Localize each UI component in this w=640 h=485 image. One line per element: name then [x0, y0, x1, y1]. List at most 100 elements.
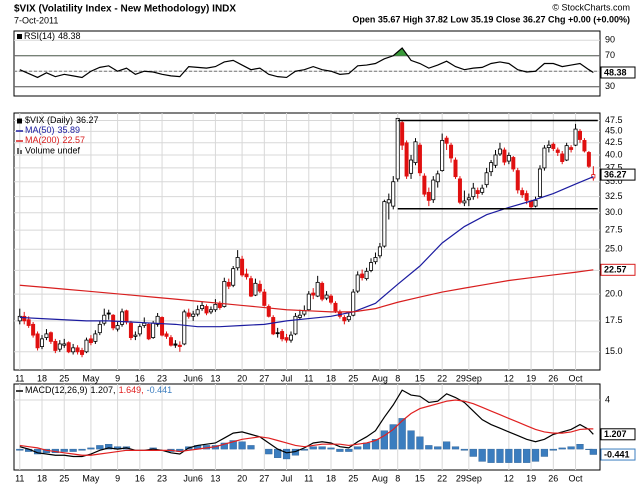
candle-body [66, 342, 71, 353]
candle-body [44, 333, 49, 339]
last-value-box [600, 428, 636, 441]
candle-body [182, 311, 187, 345]
y-tick-label: 27.5 [605, 225, 623, 235]
x-tick-label: 12 [504, 373, 514, 383]
candle-body [533, 199, 538, 207]
candle-body [480, 187, 485, 193]
x-tick-label: 26 [548, 373, 558, 383]
panel-plot [14, 113, 600, 370]
candle-body [208, 309, 213, 313]
y-tick-label: 30 [605, 81, 615, 91]
x-tick-label: 18 [326, 373, 336, 383]
candle-body [71, 347, 76, 353]
candle-body [120, 311, 125, 325]
histogram-bar [265, 448, 273, 455]
candle-body [226, 281, 231, 287]
candle-body [124, 310, 129, 323]
y-tick-label: 70 [605, 50, 615, 60]
histogram-bar [434, 446, 442, 450]
histogram-bar [327, 447, 335, 450]
x-tick-label: 29Sep [456, 473, 482, 483]
candle-body [497, 148, 502, 155]
candle-body [80, 350, 85, 355]
legend-entry-part: RSI(14) [24, 31, 55, 41]
x-tick-label: Oct [569, 473, 584, 483]
candle-body [582, 140, 587, 152]
candle-body [57, 343, 62, 350]
x-tick-label: 13 [210, 473, 220, 483]
histogram-bar [505, 448, 513, 463]
candle-body [186, 312, 191, 317]
macd-line [19, 399, 594, 456]
histogram-bar [531, 448, 540, 462]
x-tick-label: 26 [548, 473, 558, 483]
x-tick-label: 18 [326, 473, 336, 483]
candle-body [586, 152, 591, 167]
x-tick-label: 27 [259, 373, 269, 383]
candle-body [329, 295, 334, 303]
y-tick-label: 30.0 [605, 207, 623, 217]
legend-entry-part: 1.207, [91, 385, 116, 395]
x-tick-label: Jul [281, 473, 293, 483]
candle-body [324, 294, 329, 299]
y-tick-label: 47.5 [605, 115, 623, 125]
candle-body [315, 281, 320, 297]
histogram-bar [354, 446, 362, 450]
x-tick-label: 25 [59, 473, 69, 483]
candle-body [213, 303, 218, 311]
histogram-bar [496, 448, 504, 463]
candle-body [280, 331, 285, 340]
x-tick-label: 11 [15, 473, 24, 483]
candle-body [155, 315, 160, 325]
x-tick-label: 18 [37, 373, 47, 383]
x-tick-label: 23 [157, 473, 167, 483]
y-tick-label: 4 [605, 394, 610, 404]
histogram-bar [336, 448, 344, 452]
legend-swatch [20, 150, 22, 154]
x-tick-label: May [82, 373, 100, 383]
panel-plot [14, 39, 600, 88]
candle-body [426, 191, 431, 201]
candle-body [284, 337, 289, 341]
chart-date: 7-Oct-2011 [14, 15, 58, 25]
candle-body [351, 291, 356, 316]
candle-body [191, 313, 196, 317]
last-value-box [600, 448, 636, 461]
x-tick-label: 20 [237, 473, 247, 483]
candle-body [311, 292, 316, 296]
y-tick-label: 35.0 [605, 176, 623, 186]
candle-body [275, 332, 280, 335]
legend-entry-part: $VIX (Daily) [25, 115, 73, 125]
y-tick-label: 25.0 [605, 244, 623, 254]
candle-body [475, 190, 480, 194]
histogram-bar [416, 436, 424, 450]
candle-body [88, 338, 93, 344]
candle-body [373, 257, 378, 263]
candle-body [400, 122, 405, 146]
x-tick-label: Aug [372, 373, 388, 383]
candle-body [413, 141, 418, 164]
candle-body [293, 315, 298, 335]
legend-entry-part: 22.57 [63, 135, 86, 145]
candle-body [231, 268, 236, 286]
histogram-bar [576, 444, 584, 450]
candle-body [342, 317, 347, 322]
last-value-label: 22.57 [604, 265, 627, 275]
candle-body [302, 310, 307, 315]
y-tick-label: 90 [605, 35, 615, 45]
x-tick-label: 20 [237, 373, 247, 383]
x-tick-label: 11 [304, 373, 313, 383]
y-tick-label: 32.5 [605, 191, 623, 201]
candle-body [577, 130, 582, 140]
macd-line [19, 389, 594, 458]
legend-swatch [17, 34, 22, 39]
candle-body [537, 168, 542, 198]
candle-body [453, 159, 458, 178]
x-tick-label: 25 [348, 373, 358, 383]
histogram-bar [69, 448, 77, 452]
x-tick-label: 29Sep [456, 373, 482, 383]
x-tick-label: 13 [210, 373, 220, 383]
candle-body [386, 199, 391, 204]
chart-title: $VIX (Volatility Index - New Methodology… [14, 4, 236, 15]
